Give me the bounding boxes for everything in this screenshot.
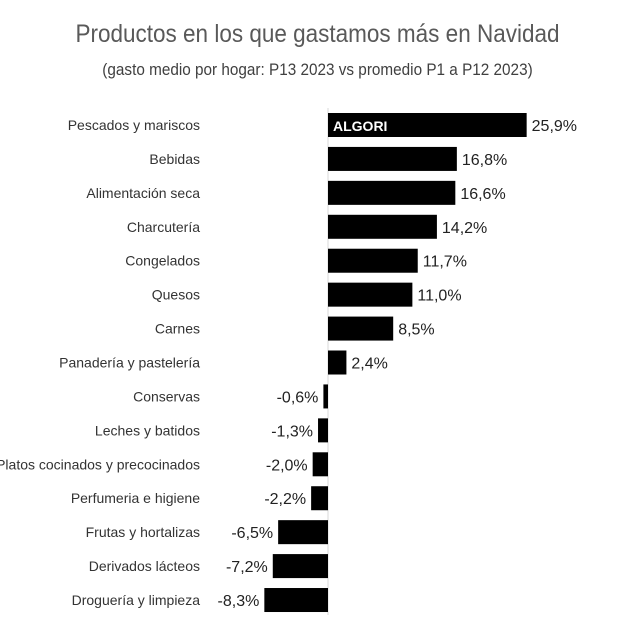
data-label: -2,2% (264, 491, 306, 508)
category-label: Carnes (155, 321, 200, 337)
data-label: 25,9% (532, 118, 577, 135)
category-label: Conservas (133, 388, 200, 404)
chart-subtitle: (gasto medio por hogar: P13 2023 vs prom… (102, 60, 533, 79)
bar (328, 316, 394, 341)
category-label: Pescados y mariscos (68, 117, 200, 133)
algori-watermark-logo: ALGORI (333, 118, 387, 134)
bar (323, 384, 328, 409)
category-label: Bebidas (149, 151, 200, 167)
bar (272, 554, 328, 579)
data-label: -8,3% (218, 593, 260, 610)
bar (328, 248, 418, 273)
bar (318, 418, 328, 443)
data-label: 8,5% (398, 322, 434, 339)
category-label: Charcutería (127, 219, 200, 235)
data-label: 14,2% (442, 220, 487, 237)
data-label: -7,2% (226, 559, 268, 576)
bar (278, 520, 328, 545)
data-label: -6,5% (231, 525, 273, 542)
data-label: 11,0% (417, 288, 461, 305)
data-label: 16,8% (462, 152, 507, 169)
bar (328, 214, 437, 239)
bar (264, 588, 328, 613)
category-label: Congelados (125, 253, 200, 269)
category-label: Frutas y hortalizas (86, 524, 200, 540)
bar (311, 486, 328, 511)
category-label: Perfumeria e higiene (71, 490, 200, 506)
category-label: Quesos (152, 287, 200, 303)
category-label: Platos cocinados y precocinados (0, 456, 200, 472)
category-label: Alimentación seca (86, 185, 200, 201)
category-label: Droguería y limpieza (72, 592, 201, 608)
bar (312, 452, 328, 477)
category-label: Leches y batidos (95, 422, 200, 438)
data-label: 16,6% (460, 186, 505, 203)
bar (328, 180, 456, 205)
bar (328, 113, 527, 137)
chart-title: Productos en los que gastamos más en Nav… (75, 20, 560, 48)
data-label: -1,3% (271, 423, 313, 440)
bar (328, 350, 347, 375)
data-label: 2,4% (351, 356, 387, 373)
data-label: -0,6% (277, 389, 319, 406)
data-label: -2,0% (266, 457, 308, 474)
category-label: Panadería y pastelería (59, 355, 200, 371)
category-label: Derivados lácteos (89, 558, 200, 574)
bar (328, 146, 457, 171)
bar (328, 282, 413, 307)
data-label: 11,7% (423, 254, 467, 271)
